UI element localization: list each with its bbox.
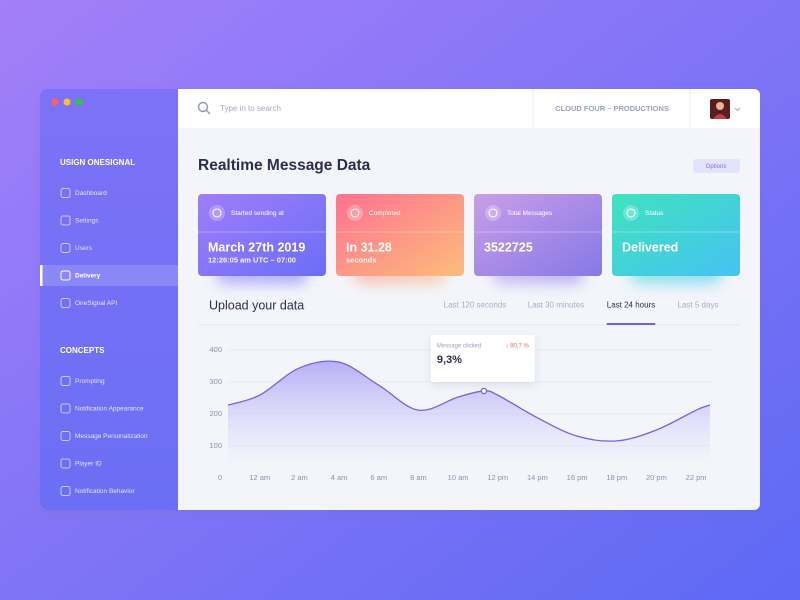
tooltip-change: ↓ 90,7 % <box>506 344 530 350</box>
sidebar-section-title: USIGN ONESIGNAL <box>60 158 135 167</box>
card[interactable] <box>474 194 602 276</box>
header-bar <box>178 89 760 128</box>
nav-icon <box>60 270 71 281</box>
tooltip-value: 9,3% <box>437 354 462 366</box>
nav-item[interactable]: Player ID <box>75 461 102 468</box>
nav-icon <box>60 298 71 308</box>
nav-item[interactable]: Notification Behavior <box>75 488 135 495</box>
card-icon <box>623 205 639 221</box>
avatar[interactable] <box>710 99 730 119</box>
nav-item[interactable]: Delivery <box>75 273 101 280</box>
card-icon <box>347 205 363 221</box>
panel-title: Upload your data <box>209 298 304 312</box>
options-button[interactable] <box>693 159 740 173</box>
window-dot <box>75 98 83 106</box>
y-tick-label: 100 <box>209 441 222 450</box>
nav-item[interactable]: Notification Appearance <box>75 406 144 413</box>
tooltip-title: Message clicked <box>437 344 481 350</box>
nav-icon <box>60 188 71 198</box>
nav-item[interactable]: Dashboard <box>75 190 107 197</box>
card-icon-inner <box>212 208 222 218</box>
page-title: Realtime Message Data <box>198 157 371 174</box>
tab[interactable]: Last 120 seconds <box>444 301 507 310</box>
tooltip <box>430 335 535 382</box>
x-tick-label: 14 pm <box>527 473 548 482</box>
card-sub: 12:26:05 am UTC – 07:00 <box>208 255 296 264</box>
active-row <box>40 265 178 286</box>
x-tick-label: 12 pm <box>487 473 508 482</box>
card-icon-inner <box>488 208 498 218</box>
options-label[interactable]: Options <box>706 164 727 170</box>
search-icon[interactable] <box>197 101 211 115</box>
nav-icon <box>60 403 71 414</box>
x-tick-label: 12 am <box>249 473 270 482</box>
x-tick-label: 2 am <box>291 473 308 482</box>
x-tick-label: 18 pm <box>606 473 627 482</box>
card-value: Delivered <box>622 240 678 254</box>
card[interactable] <box>336 194 464 276</box>
nav-icon <box>60 243 71 253</box>
card-icon-inner <box>350 208 360 218</box>
card-value: 3522725 <box>484 240 533 254</box>
x-tick-label: 8 am <box>410 473 427 482</box>
organization[interactable]: CLOUD FOUR – PRODUCTIONS <box>555 104 669 113</box>
window-dot <box>63 98 71 106</box>
card-icon-inner <box>626 208 636 218</box>
x-tick-label: 20 pm <box>646 473 667 482</box>
tab[interactable]: Last 24 hours <box>607 301 655 310</box>
card-sub: seconds <box>346 255 376 264</box>
card-icon <box>485 205 501 221</box>
y-tick-label: 0 <box>218 473 222 482</box>
tab[interactable]: Last 30 minutes <box>528 301 584 310</box>
nav-item[interactable]: OneSignal API <box>75 300 117 307</box>
card-label: Status <box>645 210 664 217</box>
x-tick-label: 4 am <box>331 473 348 482</box>
card[interactable] <box>198 194 326 276</box>
nav-icon <box>60 458 71 469</box>
area-fill <box>228 361 710 464</box>
x-tick-label: 6 am <box>370 473 387 482</box>
sidebar-section-title: CONCEPTS <box>60 346 105 355</box>
card-label: Started sending at <box>231 210 284 217</box>
nav-item[interactable]: Message Personalization <box>75 433 148 440</box>
nav-icon <box>60 376 71 386</box>
x-tick-label: 22 pm <box>686 473 707 482</box>
active-indicator <box>40 265 43 286</box>
card-value: March 27th 2019 <box>208 240 305 254</box>
window-dot <box>51 98 59 106</box>
nav-icon <box>60 215 71 226</box>
nav-icon <box>60 486 71 496</box>
nav-item[interactable]: Users <box>75 245 93 252</box>
search-input[interactable]: Type in to search <box>220 104 281 113</box>
card-label: Total Messages <box>507 210 553 217</box>
y-tick-label: 200 <box>209 409 222 418</box>
nav-item[interactable]: Prompting <box>75 378 105 385</box>
tab[interactable]: Last 5 days <box>678 301 719 310</box>
y-tick-label: 300 <box>209 377 222 386</box>
nav-icon <box>60 431 71 441</box>
nav-item[interactable]: Settings <box>75 218 99 225</box>
highlight-point[interactable] <box>480 387 488 395</box>
sidebar <box>40 89 178 510</box>
x-tick-label: 16 pm <box>567 473 588 482</box>
card-value: In 31.28 <box>346 240 392 254</box>
tab-underline <box>606 323 656 325</box>
x-tick-label: 10 am <box>448 473 469 482</box>
y-tick-label: 400 <box>209 345 222 354</box>
chevron[interactable] <box>734 107 741 112</box>
card[interactable] <box>612 194 740 276</box>
card-icon <box>209 205 225 221</box>
card-label: Completed <box>369 210 401 217</box>
